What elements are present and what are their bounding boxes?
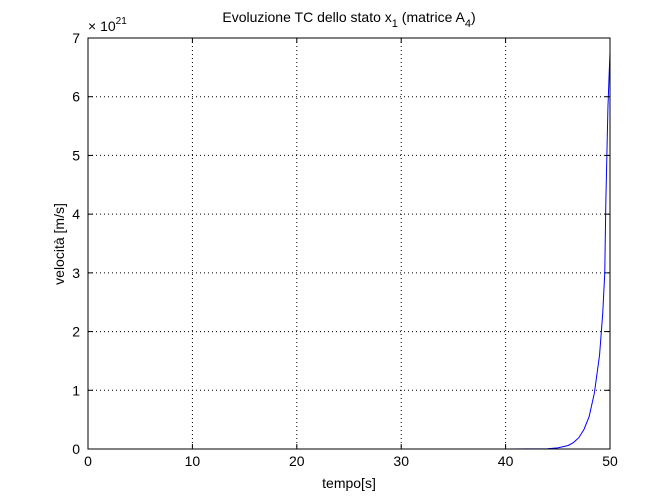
- chart-title: Evoluzione TC dello stato x1 (matrice A4…: [222, 9, 475, 30]
- y-tick-label: 2: [72, 324, 80, 340]
- y-tick-label: 6: [72, 89, 80, 105]
- y-tick-labels: 0 1 2 3 4 5 6 7: [72, 30, 80, 457]
- x-tick-label: 50: [602, 453, 618, 469]
- title-prefix: Evoluzione TC dello stato x: [222, 9, 391, 25]
- y-tick-label: 4: [72, 206, 80, 222]
- y-exponent: × 1021: [88, 16, 127, 34]
- grid: [88, 38, 610, 449]
- axes-frame: [87, 37, 611, 450]
- x-tick-label: 10: [185, 453, 201, 469]
- x-tick-label: 0: [84, 453, 92, 469]
- x-tick-labels: 0 10 20 30 40 50: [84, 453, 618, 469]
- y-exponent-power: 21: [116, 16, 128, 27]
- title-sub2: 4: [465, 18, 471, 30]
- title-middle: (matrice A: [398, 9, 466, 25]
- y-tick-label: 0: [72, 441, 80, 457]
- title-suffix: ): [471, 9, 476, 25]
- x-tick-label: 40: [498, 453, 514, 469]
- y-exponent-base: × 10: [88, 18, 116, 34]
- y-tick-label: 7: [72, 30, 80, 46]
- tick-marks: [87, 37, 611, 450]
- title-sub1: 1: [392, 18, 398, 30]
- y-tick-label: 5: [72, 147, 80, 163]
- x-tick-label: 20: [289, 453, 305, 469]
- y-tick-label: 3: [72, 265, 80, 281]
- plot-area: [88, 38, 610, 449]
- y-tick-label: 1: [72, 382, 80, 398]
- y-axis-label: velocità [m/s]: [51, 203, 67, 285]
- x-tick-label: 30: [393, 453, 409, 469]
- x-axis-label: tempo[s]: [322, 475, 376, 491]
